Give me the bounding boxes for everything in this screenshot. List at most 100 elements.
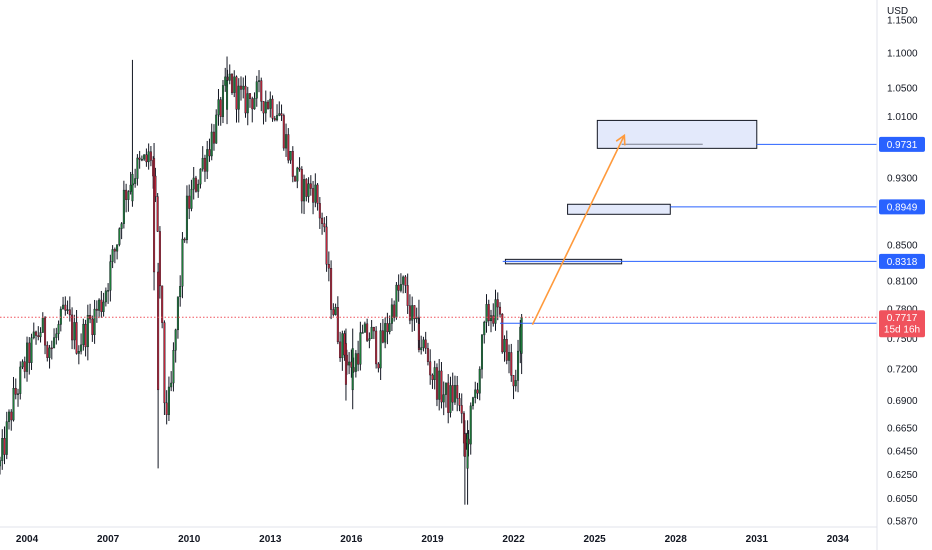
candle <box>449 376 452 418</box>
y-axis[interactable]: USD 1.1500 1.1000 1.0500 1.0100 0.9300 0.8500… <box>887 6 918 528</box>
candle-body <box>386 323 389 333</box>
x-tick-label: 2007 <box>97 534 120 545</box>
candle-body <box>129 184 132 192</box>
candle <box>66 300 69 315</box>
level-price-tag <box>879 199 925 215</box>
candle-body <box>95 308 98 311</box>
candle-body <box>185 195 188 241</box>
candle <box>388 315 391 335</box>
candle-body <box>30 337 33 363</box>
candle-body <box>305 179 308 197</box>
candle-body <box>444 382 447 395</box>
candle-body <box>172 350 175 384</box>
candle-body <box>395 284 398 318</box>
y-axis-currency-label: USD <box>887 6 908 17</box>
candle-body <box>224 76 227 86</box>
candle-body <box>242 85 245 90</box>
candle <box>314 173 317 208</box>
candle-body <box>84 323 87 348</box>
candle <box>104 287 107 307</box>
candle <box>157 262 160 469</box>
candle-body <box>438 370 441 400</box>
candle-body <box>316 184 319 204</box>
candle-body <box>255 81 258 99</box>
candle-body <box>260 80 263 102</box>
candle-body <box>10 411 13 421</box>
candle <box>422 336 425 352</box>
candle <box>30 333 33 370</box>
candle <box>377 362 380 373</box>
candle-body <box>474 389 477 398</box>
candle <box>348 352 351 375</box>
candle <box>217 88 220 126</box>
candle <box>327 251 330 282</box>
candle-body <box>120 223 123 229</box>
candle <box>203 154 206 182</box>
candle-body <box>100 299 103 312</box>
candle <box>134 168 137 188</box>
candle-body <box>429 361 432 376</box>
candle-body <box>73 322 76 341</box>
candle-body <box>64 304 67 311</box>
x-axis[interactable]: 2004 2007 2010 2013 2016 2019 2022 2025 2028 2031… <box>16 534 850 545</box>
candle <box>357 340 360 372</box>
candle-body <box>478 368 481 394</box>
candle <box>19 361 22 400</box>
candle-body <box>3 438 6 455</box>
candle-body <box>251 98 254 110</box>
candle <box>174 328 177 363</box>
candle-body <box>415 317 418 320</box>
candle <box>156 193 159 232</box>
drawing-overlays[interactable] <box>0 119 877 326</box>
candle-body <box>508 352 511 361</box>
candle <box>212 124 215 151</box>
candle-body <box>134 178 137 184</box>
candle <box>487 299 490 327</box>
y-tick-label: 0.6650 <box>887 424 918 435</box>
candle-body <box>156 196 159 232</box>
candle <box>221 80 224 124</box>
candle-body <box>35 331 38 336</box>
candle-body <box>5 421 8 455</box>
candle-body <box>93 308 96 335</box>
candle <box>276 104 279 122</box>
candle <box>163 320 166 416</box>
candle <box>512 375 515 400</box>
candle <box>483 320 486 344</box>
candle <box>48 344 51 369</box>
candle <box>264 90 267 122</box>
candle <box>77 345 80 365</box>
plot-area[interactable] <box>0 56 523 505</box>
candle <box>7 409 11 430</box>
candle <box>413 305 416 331</box>
candle <box>86 304 89 361</box>
candle <box>95 300 98 323</box>
candle <box>372 326 375 340</box>
candle <box>316 182 319 211</box>
candle <box>379 322 382 381</box>
candle-body <box>411 305 414 321</box>
y-tick-label: 0.7500 <box>887 334 918 345</box>
candle <box>46 341 49 362</box>
candle <box>411 296 414 332</box>
candle <box>82 318 85 351</box>
candle-body <box>440 370 443 403</box>
candle <box>59 306 62 332</box>
candle-body <box>183 238 186 241</box>
candle <box>476 382 479 400</box>
candle-body <box>237 85 240 110</box>
candle-body <box>41 317 44 333</box>
candle-body <box>109 261 112 291</box>
candle <box>244 75 247 118</box>
candle <box>447 374 450 424</box>
candle-body <box>23 361 26 372</box>
candle <box>127 190 130 212</box>
candle <box>89 303 92 324</box>
candle-body <box>192 177 195 190</box>
candle-body <box>289 151 292 161</box>
candle <box>435 363 438 407</box>
bar-countdown-label: 15d 16h <box>884 325 920 336</box>
candle <box>505 330 508 365</box>
candle-body <box>422 339 425 348</box>
